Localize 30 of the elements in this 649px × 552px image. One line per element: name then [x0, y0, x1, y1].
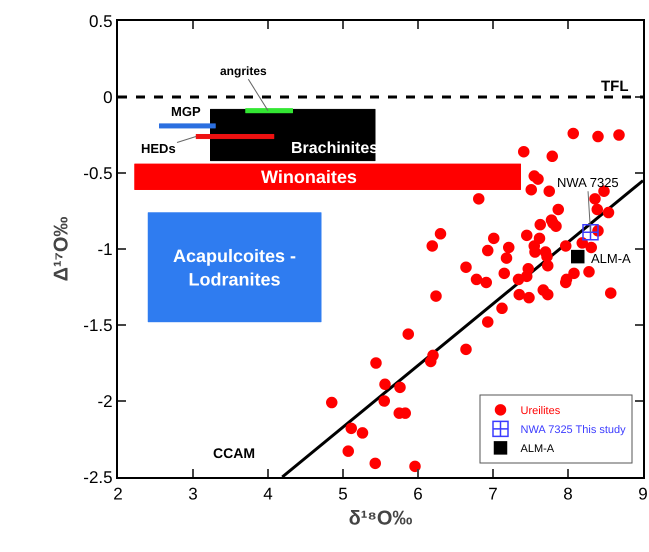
annotation: angrites [220, 64, 268, 78]
annotation: TFL [601, 78, 628, 95]
annotation: HEDs [141, 141, 176, 156]
legend-label: ALM-A [520, 443, 555, 456]
y-tick-label: -2 [97, 392, 113, 411]
x-tick-label: 9 [638, 484, 648, 504]
annotation: Brachinites [291, 140, 378, 157]
annotation: Winonaites [261, 167, 357, 187]
y-tick-label: -2.5 [83, 468, 113, 487]
x-tick-label: 2 [113, 484, 123, 504]
annotation: CCAM [213, 445, 255, 461]
legend-label: Ureilites [520, 405, 561, 418]
x-tick-label: 8 [563, 484, 573, 504]
y-axis-title: Δ¹⁷O‰ [50, 216, 72, 282]
x-tick-label: 7 [488, 484, 498, 504]
x-tick-label: 4 [263, 484, 273, 504]
x-axis-title: δ¹⁸O‰ [348, 507, 412, 530]
annotation: NWA 7325 [557, 175, 619, 190]
y-tick-label: -1 [97, 240, 113, 259]
x-tick-label: 3 [188, 484, 198, 504]
annotation: Acapulcoites - Lodranites [173, 246, 296, 290]
legend-label: NWA 7325 This study [520, 424, 626, 436]
annotation: ALM-A [591, 251, 632, 266]
x-tick-label: 6 [413, 484, 423, 504]
x-tick-label: 5 [338, 484, 348, 504]
y-tick-label: 0.5 [88, 12, 113, 31]
annotation: MGP [171, 104, 201, 119]
y-tick-label: -0.5 [83, 164, 113, 183]
y-tick-label: 0 [103, 88, 113, 107]
y-tick-label: -1.5 [83, 316, 113, 335]
